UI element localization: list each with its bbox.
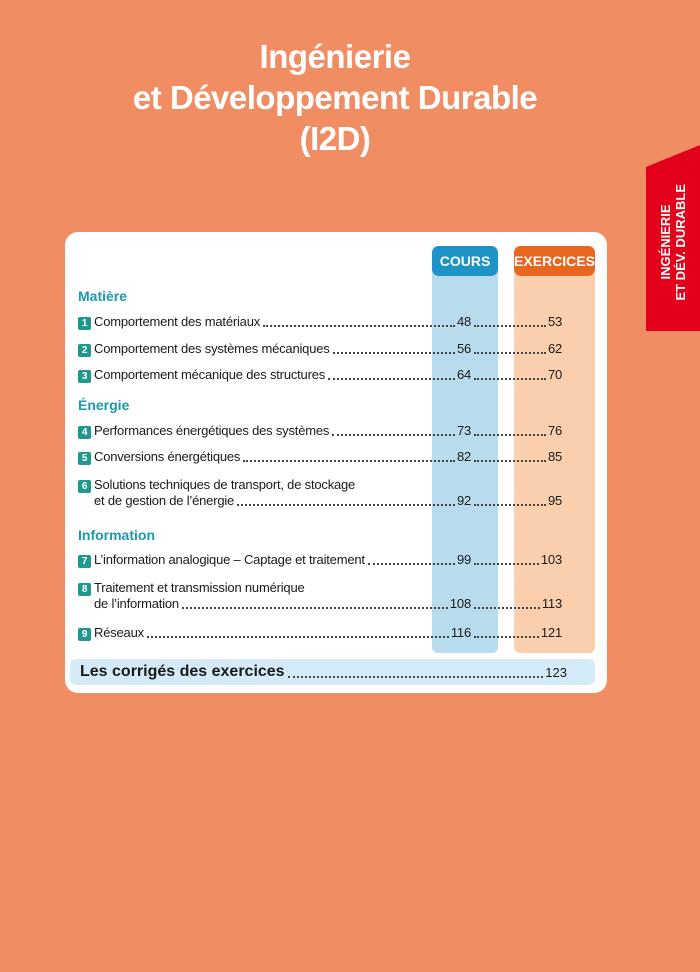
corriges-entry[interactable]: Les corrigés des exercices 123 xyxy=(70,659,595,685)
tab-line: ET DÉV. DURABLE xyxy=(673,183,688,301)
corriges-page: 123 xyxy=(545,664,567,680)
toc-entry[interactable]: 8 Traitement et transmission numérique de … xyxy=(78,580,562,612)
dot-leader xyxy=(474,460,546,462)
chapter-number-badge: 2 xyxy=(78,344,91,357)
chapter-title-cont: et de gestion de l’énergie xyxy=(94,493,235,508)
dot-leader xyxy=(474,504,546,506)
chapter-number-badge: 5 xyxy=(78,452,91,465)
chapter-tab xyxy=(646,145,700,331)
exercices-page: 62 xyxy=(547,341,562,356)
dot-leader xyxy=(474,607,540,609)
dot-leader xyxy=(243,460,455,462)
dot-leader xyxy=(287,676,544,678)
cours-header: COURS xyxy=(432,246,498,276)
title-line: et Développement Durable xyxy=(132,79,538,116)
cours-page: 56 xyxy=(456,341,471,356)
dot-leader xyxy=(263,325,455,327)
exercices-page: 70 xyxy=(547,367,562,382)
chapter-title: Comportement des matériaux xyxy=(94,314,261,329)
chapter-title: Comportement mécanique des structures xyxy=(94,367,326,382)
exercices-page: 121 xyxy=(540,625,562,640)
toc-entry[interactable]: 1 Comportement des matériaux 48 53 xyxy=(78,314,562,330)
chapter-number-badge: 8 xyxy=(78,583,91,596)
toc-entry[interactable]: 7 L’information analogique – Captage et t… xyxy=(78,552,562,568)
dot-leader xyxy=(332,352,455,354)
exercices-page: 85 xyxy=(547,449,562,464)
exercices-column xyxy=(514,246,595,653)
chapter-tab-text: INGÉNIERIE ET DÉV. DURABLE xyxy=(658,184,688,301)
exercices-page: 76 xyxy=(547,423,562,438)
cours-column xyxy=(432,246,498,653)
dot-leader xyxy=(474,636,539,638)
page-title: Ingénierie et Développement Durable (I2D… xyxy=(0,36,670,159)
cours-page: 92 xyxy=(456,493,471,508)
toc-entry[interactable]: 4 Performances énergétiques des systèmes 7… xyxy=(78,423,562,439)
cours-page: 64 xyxy=(456,367,471,382)
dot-leader xyxy=(474,325,546,327)
chapter-number-badge: 6 xyxy=(78,480,91,493)
exercices-page: 53 xyxy=(547,314,562,329)
dot-leader xyxy=(328,378,455,380)
dot-leader xyxy=(474,378,546,380)
toc-entry[interactable]: 6 Solutions techniques de transport, de s… xyxy=(78,477,562,509)
toc-entry[interactable]: 3 Comportement mécanique des structures 64… xyxy=(78,367,562,383)
toc-entry[interactable]: 9 Réseaux 116 121 xyxy=(78,625,562,641)
corriges-label: Les corrigés des exercices xyxy=(80,663,285,680)
cours-page: 116 xyxy=(450,625,471,640)
dot-leader xyxy=(332,434,455,436)
cours-page: 48 xyxy=(456,314,471,329)
toc-entry[interactable]: 5 Conversions énergétiques 82 85 xyxy=(78,449,562,465)
toc-entry[interactable]: 2 Comportement des systèmes mécaniques 56 6… xyxy=(78,341,562,357)
chapter-number-badge: 4 xyxy=(78,426,91,439)
dot-leader xyxy=(474,352,546,354)
chapter-number-badge: 9 xyxy=(78,628,91,641)
chapter-title: Réseaux xyxy=(94,625,144,640)
section-heading: Matière xyxy=(78,288,128,304)
cours-page: 99 xyxy=(456,552,471,567)
exercices-page: 113 xyxy=(541,596,562,611)
title-line: (I2D) xyxy=(299,120,371,157)
chapter-title: L’information analogique – Captage et tr… xyxy=(94,552,365,567)
chapter-title: Conversions énergétiques xyxy=(94,449,241,464)
chapter-title: Performances énergétiques des systèmes xyxy=(94,423,330,438)
chapter-title: Comportement des systèmes mécaniques xyxy=(94,341,330,356)
dot-leader xyxy=(474,563,539,565)
chapter-number-badge: 7 xyxy=(78,555,91,568)
chapter-number-badge: 1 xyxy=(78,317,91,330)
dot-leader xyxy=(367,563,455,565)
dot-leader xyxy=(474,434,546,436)
exercices-page: 103 xyxy=(540,552,562,567)
chapter-number-badge: 3 xyxy=(78,370,91,383)
chapter-title: Solutions techniques de transport, de st… xyxy=(94,477,356,492)
cours-page: 108 xyxy=(449,596,471,611)
chapter-tab-label: INGÉNIERIE ET DÉV. DURABLE xyxy=(652,172,694,312)
cours-page: 82 xyxy=(456,449,471,464)
dot-leader xyxy=(146,636,449,638)
chapter-title-cont: de l’information xyxy=(94,596,179,611)
dot-leader xyxy=(237,504,455,506)
tab-line: INGÉNIERIE xyxy=(658,204,673,280)
dot-leader xyxy=(181,607,448,609)
chapter-title: Traitement et transmission numérique xyxy=(94,580,305,595)
section-heading: Information xyxy=(78,527,155,543)
section-heading: Énergie xyxy=(78,397,130,413)
exercices-header: EXERCICES xyxy=(514,246,595,276)
cours-page: 73 xyxy=(456,423,471,438)
title-line: Ingénierie xyxy=(259,38,411,75)
exercices-page: 95 xyxy=(547,493,562,508)
